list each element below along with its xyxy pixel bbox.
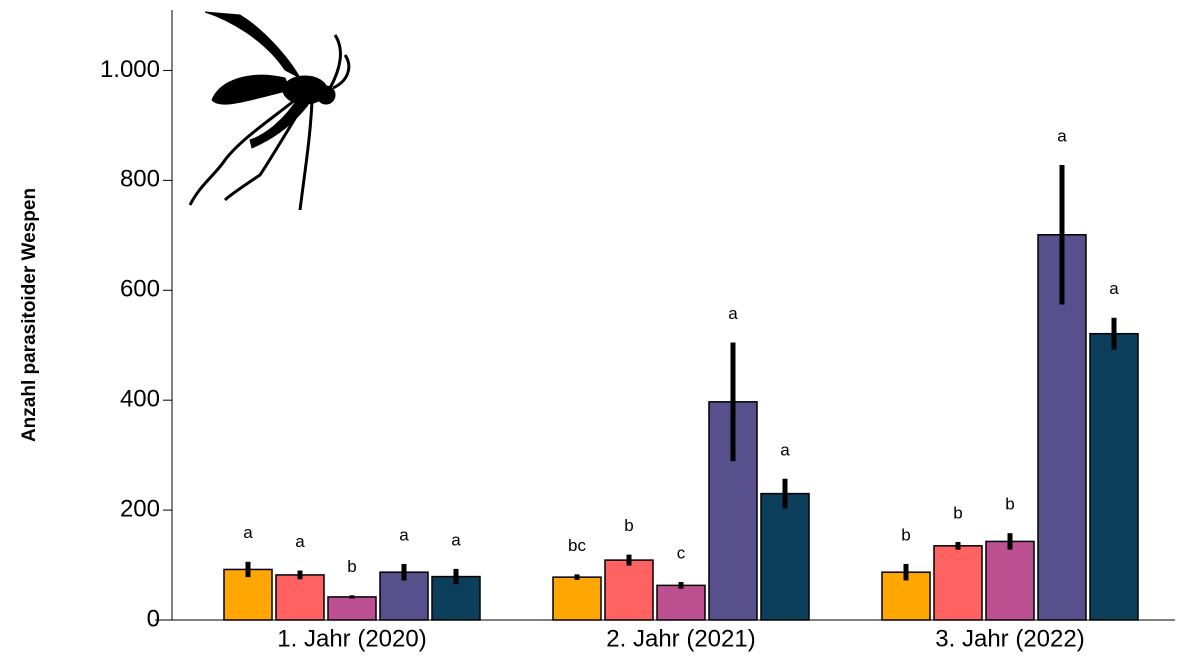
significance-letter: b [624,516,633,535]
x-tick-label: 2. Jahr (2021) [606,625,755,652]
significance-letter: b [901,525,910,544]
bar [552,576,602,621]
significance-letter: a [1109,279,1119,298]
y-tick-label: 600 [120,276,160,303]
significance-letter: bc [568,536,586,555]
wasp-icon [188,11,351,211]
significance-letter: b [953,503,962,522]
significance-letter: b [347,557,356,576]
significance-letter: b [1005,495,1014,514]
significance-letter: a [1057,126,1067,145]
significance-letter: c [677,544,686,563]
bar [604,559,654,621]
significance-letter: a [451,530,461,549]
bar [1089,332,1139,621]
x-tick-label: 3. Jahr (2022) [935,625,1084,652]
y-tick-label: 200 [120,495,160,522]
significance-letter: a [399,525,409,544]
significance-letter: a [728,304,738,323]
y-axis-label: Anzahl parasitoider Wespen [19,188,40,442]
y-tick-label: 800 [120,166,160,193]
y-tick-label: 1.000 [100,56,160,83]
bar [933,545,983,621]
y-tick-label: 0 [147,605,160,632]
significance-letter: a [780,440,790,459]
bar [327,596,377,621]
y-tick-label: 400 [120,386,160,413]
x-tick-label: 1. Jahr (2020) [277,625,426,652]
bar [985,540,1035,621]
bar [223,568,273,621]
bar [760,492,810,621]
significance-letter: a [243,523,253,542]
bar [656,584,706,621]
bar [275,574,325,621]
significance-letter: a [295,532,305,551]
